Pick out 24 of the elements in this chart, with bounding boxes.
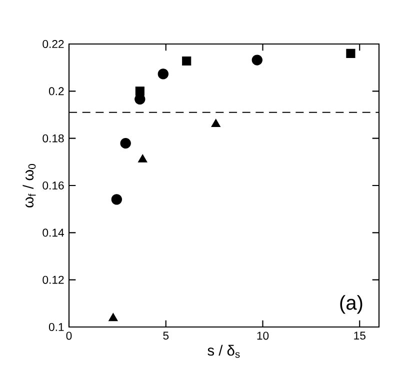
- point: [252, 54, 262, 66]
- y-tick-label: 0.18: [42, 134, 64, 142]
- x-tick-label: 0: [66, 332, 72, 340]
- y-tick-label: 0.14: [42, 228, 64, 237]
- y-tick-label: 0.2: [48, 87, 64, 96]
- y-tick-label: 0.1: [48, 323, 64, 332]
- point: [111, 194, 122, 205]
- annotation: (a): [340, 295, 362, 314]
- point: [138, 154, 148, 162]
- point: [346, 48, 356, 58]
- y-axis-title: ω$_{f}$ / ω$_{0}$: [22, 164, 36, 208]
- x-tick-label: 10: [257, 332, 269, 340]
- point: [182, 56, 192, 66]
- point: [108, 312, 118, 322]
- y-tick-label: 0.12: [42, 276, 64, 284]
- x-tick-label: 15: [354, 332, 366, 340]
- point: [134, 94, 146, 105]
- y-tick-label: 0.22: [42, 40, 64, 48]
- point: [158, 68, 168, 80]
- x-tick-label: 5: [163, 332, 169, 340]
- point: [211, 118, 221, 127]
- y-tick-label: 0.16: [42, 182, 64, 190]
- x-axis-title: s / δ$_{s}$: [208, 344, 240, 358]
- point: [120, 138, 131, 149]
